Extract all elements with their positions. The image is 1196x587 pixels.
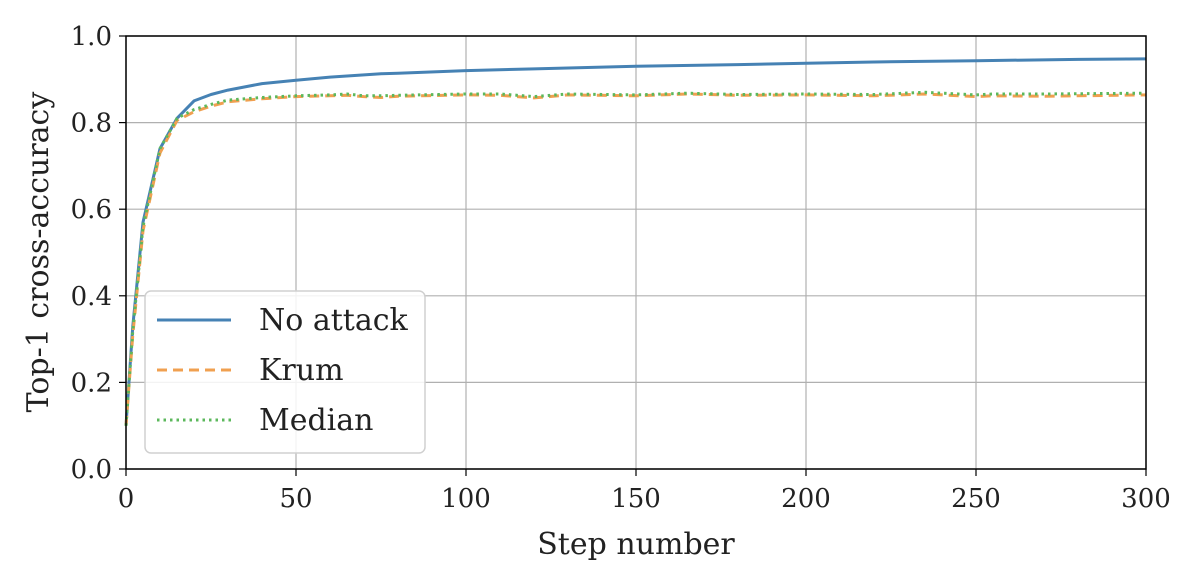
legend-box bbox=[144, 290, 426, 454]
y-tick-label: 0.4 bbox=[71, 282, 112, 312]
y-tick-label: 0.8 bbox=[71, 109, 112, 139]
y-tick-label: 0.0 bbox=[71, 455, 112, 485]
x-tick-labels: 0 50 100 150 200 250 300 bbox=[118, 484, 1171, 514]
y-axis-label: Top-1 cross-accuracy bbox=[21, 92, 56, 413]
legend-label: No attack bbox=[259, 303, 409, 338]
legend: No attack Krum Median bbox=[144, 290, 426, 454]
y-tick-label: 0.2 bbox=[71, 368, 112, 398]
x-tick-label: 0 bbox=[118, 484, 135, 514]
x-tick-label: 250 bbox=[951, 484, 1001, 514]
series-line-median bbox=[124, 90, 1147, 426]
series-lines bbox=[124, 57, 1147, 426]
y-tick-labels: 0.0 0.2 0.4 0.6 0.8 1.0 bbox=[71, 22, 112, 485]
x-tick-label: 150 bbox=[611, 484, 661, 514]
y-tick-label: 0.6 bbox=[71, 195, 112, 225]
x-tick-label: 200 bbox=[781, 484, 831, 514]
x-axis-label: Step number bbox=[537, 527, 735, 562]
legend-label: Krum bbox=[259, 353, 344, 388]
x-tick-label: 100 bbox=[441, 484, 491, 514]
y-tick-label: 1.0 bbox=[71, 22, 112, 52]
series-line-krum bbox=[124, 92, 1147, 426]
legend-label: Median bbox=[259, 403, 373, 438]
x-tick-label: 300 bbox=[1121, 484, 1171, 514]
tick-marks bbox=[119, 35, 1147, 476]
x-tick-label: 50 bbox=[279, 484, 312, 514]
